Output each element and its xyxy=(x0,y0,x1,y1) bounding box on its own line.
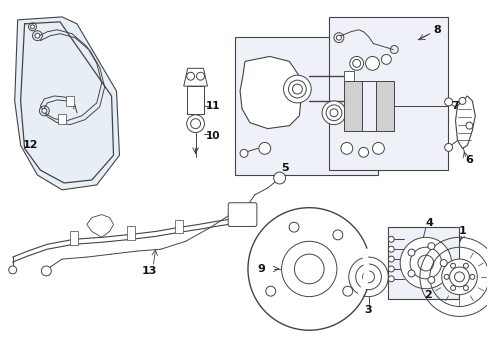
Text: 8: 8 xyxy=(434,25,441,35)
Circle shape xyxy=(343,286,353,296)
Circle shape xyxy=(259,143,270,154)
Circle shape xyxy=(9,266,17,274)
Bar xyxy=(388,228,460,298)
Text: 9: 9 xyxy=(258,264,266,274)
Circle shape xyxy=(341,143,353,154)
Text: 10: 10 xyxy=(206,131,220,140)
Circle shape xyxy=(35,33,40,38)
Circle shape xyxy=(451,263,456,268)
Circle shape xyxy=(322,101,346,125)
Bar xyxy=(175,220,183,233)
Circle shape xyxy=(337,35,342,40)
Circle shape xyxy=(441,259,477,294)
Circle shape xyxy=(289,222,299,232)
Circle shape xyxy=(333,230,343,240)
Circle shape xyxy=(282,241,337,297)
Circle shape xyxy=(41,266,51,276)
Circle shape xyxy=(428,243,435,249)
Circle shape xyxy=(273,172,286,184)
Bar xyxy=(127,226,135,240)
Text: 1: 1 xyxy=(459,226,466,237)
Bar xyxy=(235,37,378,175)
Circle shape xyxy=(266,286,276,296)
Text: 2: 2 xyxy=(424,290,432,300)
Circle shape xyxy=(444,98,453,106)
Bar xyxy=(66,96,74,106)
Circle shape xyxy=(466,122,473,129)
Circle shape xyxy=(363,271,374,283)
Circle shape xyxy=(330,109,338,117)
Bar xyxy=(344,96,354,106)
Circle shape xyxy=(359,147,368,157)
Circle shape xyxy=(388,246,394,252)
Polygon shape xyxy=(240,57,301,129)
Circle shape xyxy=(240,149,248,157)
Circle shape xyxy=(293,84,302,94)
Circle shape xyxy=(388,266,394,272)
Circle shape xyxy=(30,25,34,29)
Circle shape xyxy=(428,276,435,283)
Circle shape xyxy=(464,263,468,268)
Circle shape xyxy=(381,54,392,64)
Circle shape xyxy=(350,57,364,70)
Circle shape xyxy=(440,260,447,266)
Bar xyxy=(376,81,394,131)
Circle shape xyxy=(388,237,394,242)
Circle shape xyxy=(42,108,47,113)
Text: 3: 3 xyxy=(365,306,372,315)
Bar xyxy=(58,114,66,123)
Circle shape xyxy=(451,285,456,291)
Polygon shape xyxy=(184,68,207,86)
Circle shape xyxy=(372,143,384,154)
Circle shape xyxy=(284,75,311,103)
Bar xyxy=(329,17,448,170)
Circle shape xyxy=(470,274,475,279)
Circle shape xyxy=(408,249,415,256)
Circle shape xyxy=(400,237,452,289)
Circle shape xyxy=(455,272,465,282)
Circle shape xyxy=(444,143,453,151)
Bar xyxy=(70,231,78,245)
Text: 13: 13 xyxy=(142,266,157,276)
FancyBboxPatch shape xyxy=(228,203,257,226)
Bar xyxy=(187,86,204,114)
Circle shape xyxy=(459,98,466,104)
Circle shape xyxy=(418,255,434,271)
Bar xyxy=(344,71,354,81)
Text: 7: 7 xyxy=(452,101,460,111)
Text: 12: 12 xyxy=(23,140,38,150)
Circle shape xyxy=(388,276,394,282)
Circle shape xyxy=(388,256,394,262)
Circle shape xyxy=(408,270,415,277)
Text: 11: 11 xyxy=(206,101,220,111)
Bar xyxy=(344,81,362,131)
Polygon shape xyxy=(15,17,120,190)
Circle shape xyxy=(366,57,379,70)
Circle shape xyxy=(464,285,468,291)
Text: 4: 4 xyxy=(426,217,434,228)
Circle shape xyxy=(444,274,449,279)
Text: 5: 5 xyxy=(281,163,288,173)
Text: 6: 6 xyxy=(466,155,473,165)
